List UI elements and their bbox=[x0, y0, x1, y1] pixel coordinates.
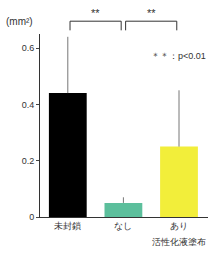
svg-text:0: 0 bbox=[29, 212, 34, 222]
svg-text:0.4: 0.4 bbox=[22, 100, 35, 110]
svg-text:未封鎖: 未封鎖 bbox=[54, 221, 81, 231]
svg-text:活性化液塗布: 活性化液塗布 bbox=[152, 237, 206, 247]
svg-text:あり: あり bbox=[170, 221, 188, 231]
svg-text:なし: なし bbox=[114, 221, 132, 231]
svg-text:(mm²): (mm²) bbox=[6, 16, 33, 27]
svg-text:**: ** bbox=[91, 7, 100, 19]
svg-text:0.6: 0.6 bbox=[22, 43, 35, 53]
svg-text:0.2: 0.2 bbox=[22, 156, 35, 166]
svg-text:＊＊：p<0.01: ＊＊：p<0.01 bbox=[151, 51, 206, 61]
svg-text:**: ** bbox=[147, 7, 156, 19]
